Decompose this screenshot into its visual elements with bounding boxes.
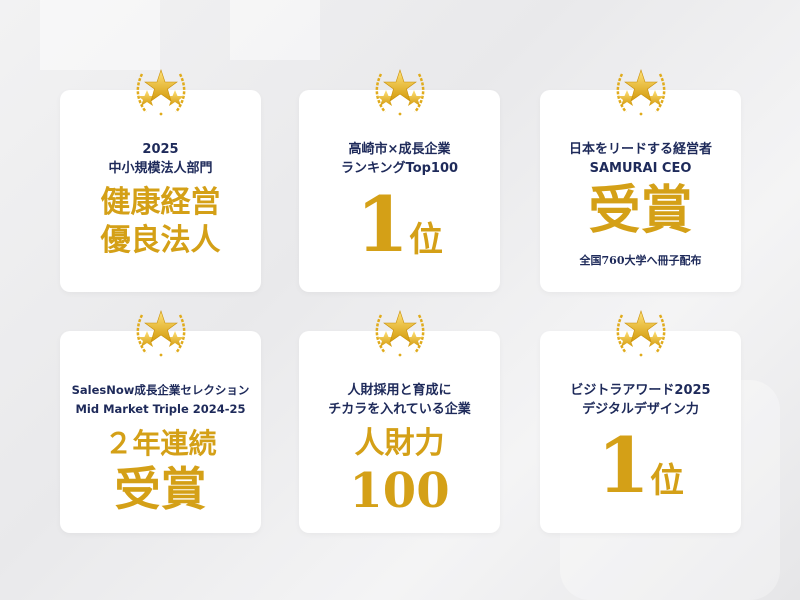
award-card: ビジトラアワード2025 デジタルデザイン力 1位 xyxy=(540,310,741,533)
award-title-line: 人財採用と育成に xyxy=(347,383,452,398)
award-content: 日本をリードする経営者 SAMURAI CEO 受賞全国760大学へ冊子配布 xyxy=(540,140,741,268)
award-title-line: SAMURAI CEO xyxy=(589,161,692,176)
laurel-stars-icon xyxy=(616,310,665,357)
award-content: ビジトラアワード2025 デジタルデザイン力 1位 xyxy=(540,381,741,509)
background-shape xyxy=(40,0,160,70)
award-title-line: SalesNow成長企業セレクション xyxy=(71,383,250,397)
award-title-line: Mid Market Triple 2024-25 xyxy=(75,402,246,416)
rank-number: 1 xyxy=(356,180,409,269)
laurel-stars-icon xyxy=(136,69,185,116)
background-shape xyxy=(230,0,320,60)
rank-suffix: 位 xyxy=(408,220,443,260)
award-card: 高崎市×成長企業 ランキングTop100 1位 xyxy=(299,69,500,292)
rank-suffix: 位 xyxy=(649,461,684,501)
laurel-stars-icon xyxy=(375,310,424,357)
laurel-stars-icon xyxy=(136,310,185,357)
award-card: 2025 中小規模法人部門健康経営 優良法人 xyxy=(60,69,261,292)
rank-number: 1 xyxy=(597,421,650,510)
award-highlight: 健康経営 xyxy=(100,185,221,220)
laurel-stars-icon xyxy=(375,69,424,116)
award-title-line: デジタルデザイン力 xyxy=(582,402,699,417)
award-content: 人財採用と育成にチカラを入れている企業人財力 100 xyxy=(299,381,500,519)
award-rank: 1位 xyxy=(299,182,500,268)
award-highlight: 100 xyxy=(349,463,450,519)
award-title-line: チカラを入れている企業 xyxy=(328,402,471,417)
award-content: 2025 中小規模法人部門健康経営 優良法人 xyxy=(60,140,261,260)
award-card: SalesNow成長企業セレクション Mid Market Triple 2024… xyxy=(60,310,261,533)
award-content: 高崎市×成長企業 ランキングTop100 1位 xyxy=(299,140,500,268)
award-highlight: 受賞 xyxy=(114,462,207,516)
award-rank: 1位 xyxy=(540,423,741,509)
award-card: 人財採用と育成にチカラを入れている企業人財力 100 xyxy=(299,310,500,533)
award-highlight: 人財力 xyxy=(354,426,445,461)
award-title-line: 2025 xyxy=(142,142,179,157)
award-title-line: 高崎市×成長企業 xyxy=(348,142,451,157)
award-title-line: 中小規模法人部門 xyxy=(108,161,213,176)
award-content: SalesNow成長企業セレクション Mid Market Triple 2024… xyxy=(60,381,261,515)
award-subtext: 全国760大学へ冊子配布 xyxy=(579,254,702,267)
award-title-line: 日本をリードする経営者 xyxy=(568,142,712,157)
laurel-stars-icon xyxy=(616,69,665,116)
award-card: 日本をリードする経営者 SAMURAI CEO 受賞全国760大学へ冊子配布 xyxy=(540,69,741,292)
award-highlight: ２年連続 xyxy=(104,427,217,460)
award-title-line: ランキングTop100 xyxy=(340,161,459,176)
award-title-line: ビジトラアワード2025 xyxy=(570,383,711,398)
award-highlight: 受賞 xyxy=(588,180,693,241)
award-highlight: 優良法人 xyxy=(100,223,221,258)
